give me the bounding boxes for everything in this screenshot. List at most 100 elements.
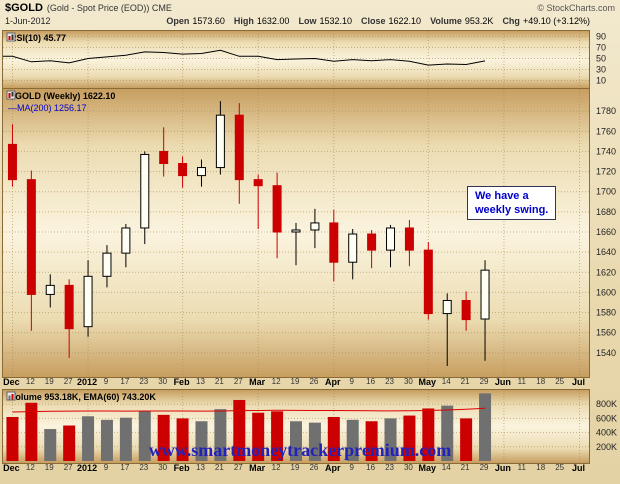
x-axis-label: 30 [158, 377, 168, 386]
x-axis-label: 9 [103, 377, 109, 386]
chart-header: $GOLD (Gold - Spot Price (EOD)) CME © St… [5, 2, 615, 15]
x-axis-label: 9 [349, 377, 354, 386]
x-axis-label: 19 [290, 377, 300, 386]
x-axis-label: 27 [63, 463, 73, 472]
open-value: 1573.60 [192, 16, 225, 26]
x-axis-label: 19 [44, 377, 54, 386]
ma-legend: —MA(200) 1256.17 [8, 103, 87, 113]
volume-x-axis: Dec 12 19 27 2012 9 17 23 30 Feb 13 21 27 Mar 12 19 26 Ap… [2, 463, 588, 474]
x-axis-label: 29 [479, 463, 489, 472]
rsi-panel: 90 70 50 30 10 RSI(10) 45.77 [2, 30, 606, 89]
x-axis-label: 2012 [77, 463, 98, 473]
svg-text:400K: 400K [596, 428, 617, 438]
x-axis-label: 29 [479, 377, 489, 386]
x-axis-label: 25 [555, 377, 565, 386]
x-axis-label: 21 [460, 463, 470, 472]
volume-label: Volume [430, 16, 462, 26]
ticker-symbol: $GOLD [5, 2, 43, 14]
x-axis-label: 11 [517, 463, 526, 472]
svg-text:1620: 1620 [596, 267, 616, 277]
x-axis-label: 23 [139, 463, 149, 472]
x-axis-label: Jul [572, 463, 586, 473]
x-axis-label: 23 [385, 463, 394, 472]
x-axis-label: May [418, 377, 437, 387]
x-axis-label: 9 [349, 463, 354, 472]
x-axis-label: May [418, 463, 437, 473]
x-axis-label: Apr [325, 377, 341, 387]
svg-text:1600: 1600 [596, 287, 616, 297]
x-axis-label: 21 [214, 377, 224, 386]
price-x-axis: Dec 12 19 27 2012 9 17 23 30 Feb 13 21 27 Mar 12 19 26 Ap… [2, 377, 588, 388]
x-axis-label: 17 [120, 377, 130, 386]
x-axis-label: 26 [309, 377, 319, 386]
annotation-line2: weekly swing. [475, 204, 549, 216]
svg-text:70: 70 [596, 43, 606, 53]
x-axis-label: 16 [366, 463, 376, 472]
quote-date: 1-Jun-2012 [5, 16, 51, 26]
copyright: © StockCharts.com [537, 3, 615, 13]
chg-value: +49.10 (+3.12%) [522, 16, 590, 26]
x-axis-label: 19 [290, 463, 300, 472]
x-axis-label: 27 [63, 377, 73, 386]
svg-text:50: 50 [596, 54, 606, 64]
svg-text:1660: 1660 [596, 227, 616, 237]
svg-text:1680: 1680 [596, 207, 616, 217]
ma-legend-text: MA(200) 1256.17 [17, 103, 87, 113]
x-axis-label: Feb [173, 377, 190, 387]
close-value: 1622.10 [388, 16, 422, 26]
x-axis-label: Dec [3, 377, 20, 387]
low-label: Low [298, 16, 317, 26]
rsi-legend: RSI(10) 45.77 [6, 32, 67, 43]
price-panel: 1780 1760 1740 1720 1700 1680 1660 1640 1620 1600… [2, 88, 616, 378]
open-label: Open [166, 16, 190, 26]
x-axis-label: 9 [103, 463, 109, 472]
x-axis-label: 21 [460, 377, 470, 386]
x-axis-label: 30 [158, 463, 168, 472]
x-axis-label: 12 [271, 463, 281, 472]
x-axis-label: 21 [214, 463, 224, 472]
x-axis-label: Dec [3, 463, 20, 473]
svg-text:1740: 1740 [596, 146, 616, 156]
x-axis-label: 12 [25, 463, 35, 472]
high-label: High [233, 16, 254, 26]
x-axis-label: 16 [366, 377, 376, 386]
x-axis-label: Mar [249, 377, 266, 387]
svg-text:1640: 1640 [596, 247, 616, 257]
svg-text:600K: 600K [596, 413, 617, 423]
svg-text:90: 90 [596, 32, 606, 42]
x-axis-label: 30 [403, 377, 413, 386]
svg-text:800K: 800K [596, 399, 617, 409]
low-value: 1532.10 [319, 16, 352, 26]
svg-text:10: 10 [596, 76, 606, 86]
volume-value: 953.2K [464, 16, 494, 26]
x-axis-label: 2012 [77, 377, 98, 387]
high-value: 1632.00 [256, 16, 290, 26]
x-axis-label: Jun [494, 463, 511, 473]
svg-text:1580: 1580 [596, 308, 616, 318]
x-axis-label: Feb [173, 463, 190, 473]
x-axis-label: Apr [325, 463, 341, 473]
x-axis-label: Mar [249, 463, 266, 473]
x-axis-label: 18 [536, 463, 546, 472]
x-axis-label: 13 [196, 463, 205, 472]
quote-bar: 1-Jun-2012 Open 1573.60 High 1632.00 Low… [5, 16, 590, 28]
x-axis-label: 17 [120, 463, 130, 472]
watermark-text: www.smartmoneytrackerpremium.com [148, 440, 452, 460]
quote-values: Open 1573.60 High 1632.00 Low 1532.10 Cl… [157, 16, 590, 26]
x-axis-label: 14 [441, 463, 451, 472]
x-axis-label: 27 [233, 463, 243, 472]
x-axis-label: 23 [139, 377, 149, 386]
price-legend: $GOLD (Weekly) 1622.10 [6, 90, 115, 101]
x-axis-label: Jul [572, 377, 586, 387]
x-axis-label: 19 [44, 463, 54, 472]
rsi-legend-text: RSI(10) 45.77 [10, 33, 67, 43]
svg-text:1720: 1720 [596, 167, 616, 177]
svg-text:1540: 1540 [596, 348, 616, 358]
x-axis-label: 12 [25, 377, 35, 386]
price-chart: 1780 1760 1740 1720 1700 1680 1660 1640 1620 1600… [3, 89, 616, 375]
svg-text:200K: 200K [596, 442, 617, 452]
ticker-description: (Gold - Spot Price (EOD)) CME [46, 3, 172, 13]
close-label: Close [361, 16, 386, 26]
